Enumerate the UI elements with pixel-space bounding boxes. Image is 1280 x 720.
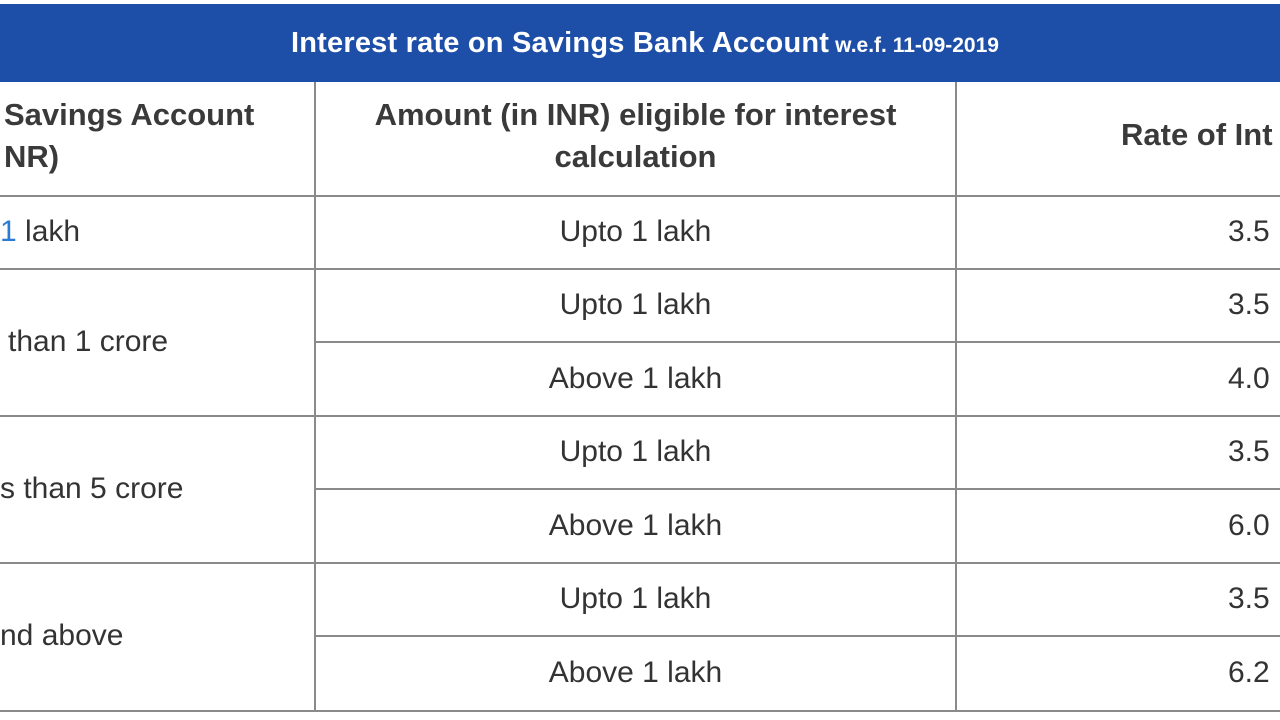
rate-cell: 3.5 — [1228, 435, 1270, 468]
slab-balance: than 1 crore — [8, 325, 169, 358]
balance-link[interactable]: 1 — [0, 215, 17, 248]
header-amount: Amount (in INR) eligible for interest ca… — [374, 97, 897, 174]
amount-cell: Above 1 lakh — [548, 656, 723, 689]
header-balance: Savings Account NR) — [4, 97, 255, 174]
amount-cell: Upto 1 lakh — [559, 435, 712, 468]
rate-cell: 4.0 — [1228, 362, 1270, 395]
row-divider — [0, 195, 1280, 197]
rate-cell: 3.5 — [1228, 582, 1270, 615]
row-divider — [314, 341, 1280, 343]
column-divider — [314, 82, 316, 712]
amount-cell: Upto 1 lakh — [559, 288, 712, 321]
effective-date: w.e.f. 11-09-2019 — [835, 34, 999, 57]
row-divider — [0, 710, 1280, 712]
amount-cell: Upto 1 lakh — [559, 215, 712, 248]
interest-rate-table: Savings Account NR) Amount (in INR) elig… — [0, 82, 1280, 714]
slab-balance: 1 lakh — [0, 215, 81, 248]
header-rate: Rate of Int — [1121, 117, 1273, 152]
row-divider — [0, 415, 1280, 417]
rate-cell: 6.2 — [1228, 656, 1270, 689]
table-title: Interest rate on Savings Bank Account — [291, 26, 830, 59]
slab-balance: nd above — [0, 619, 124, 652]
rate-cell: 6.0 — [1228, 509, 1270, 542]
slab-balance: s than 5 crore — [0, 472, 184, 505]
row-divider — [0, 268, 1280, 270]
column-divider — [955, 82, 957, 712]
row-divider — [314, 635, 1280, 637]
row-divider — [0, 562, 1280, 564]
table-title-banner: Interest rate on Savings Bank Account w.… — [0, 4, 1280, 82]
rate-cell: 3.5 — [1228, 288, 1270, 321]
amount-cell: Above 1 lakh — [548, 509, 723, 542]
rate-cell: 3.5 — [1228, 215, 1270, 248]
row-divider — [314, 488, 1280, 490]
amount-cell: Upto 1 lakh — [559, 582, 712, 615]
amount-cell: Above 1 lakh — [548, 362, 723, 395]
